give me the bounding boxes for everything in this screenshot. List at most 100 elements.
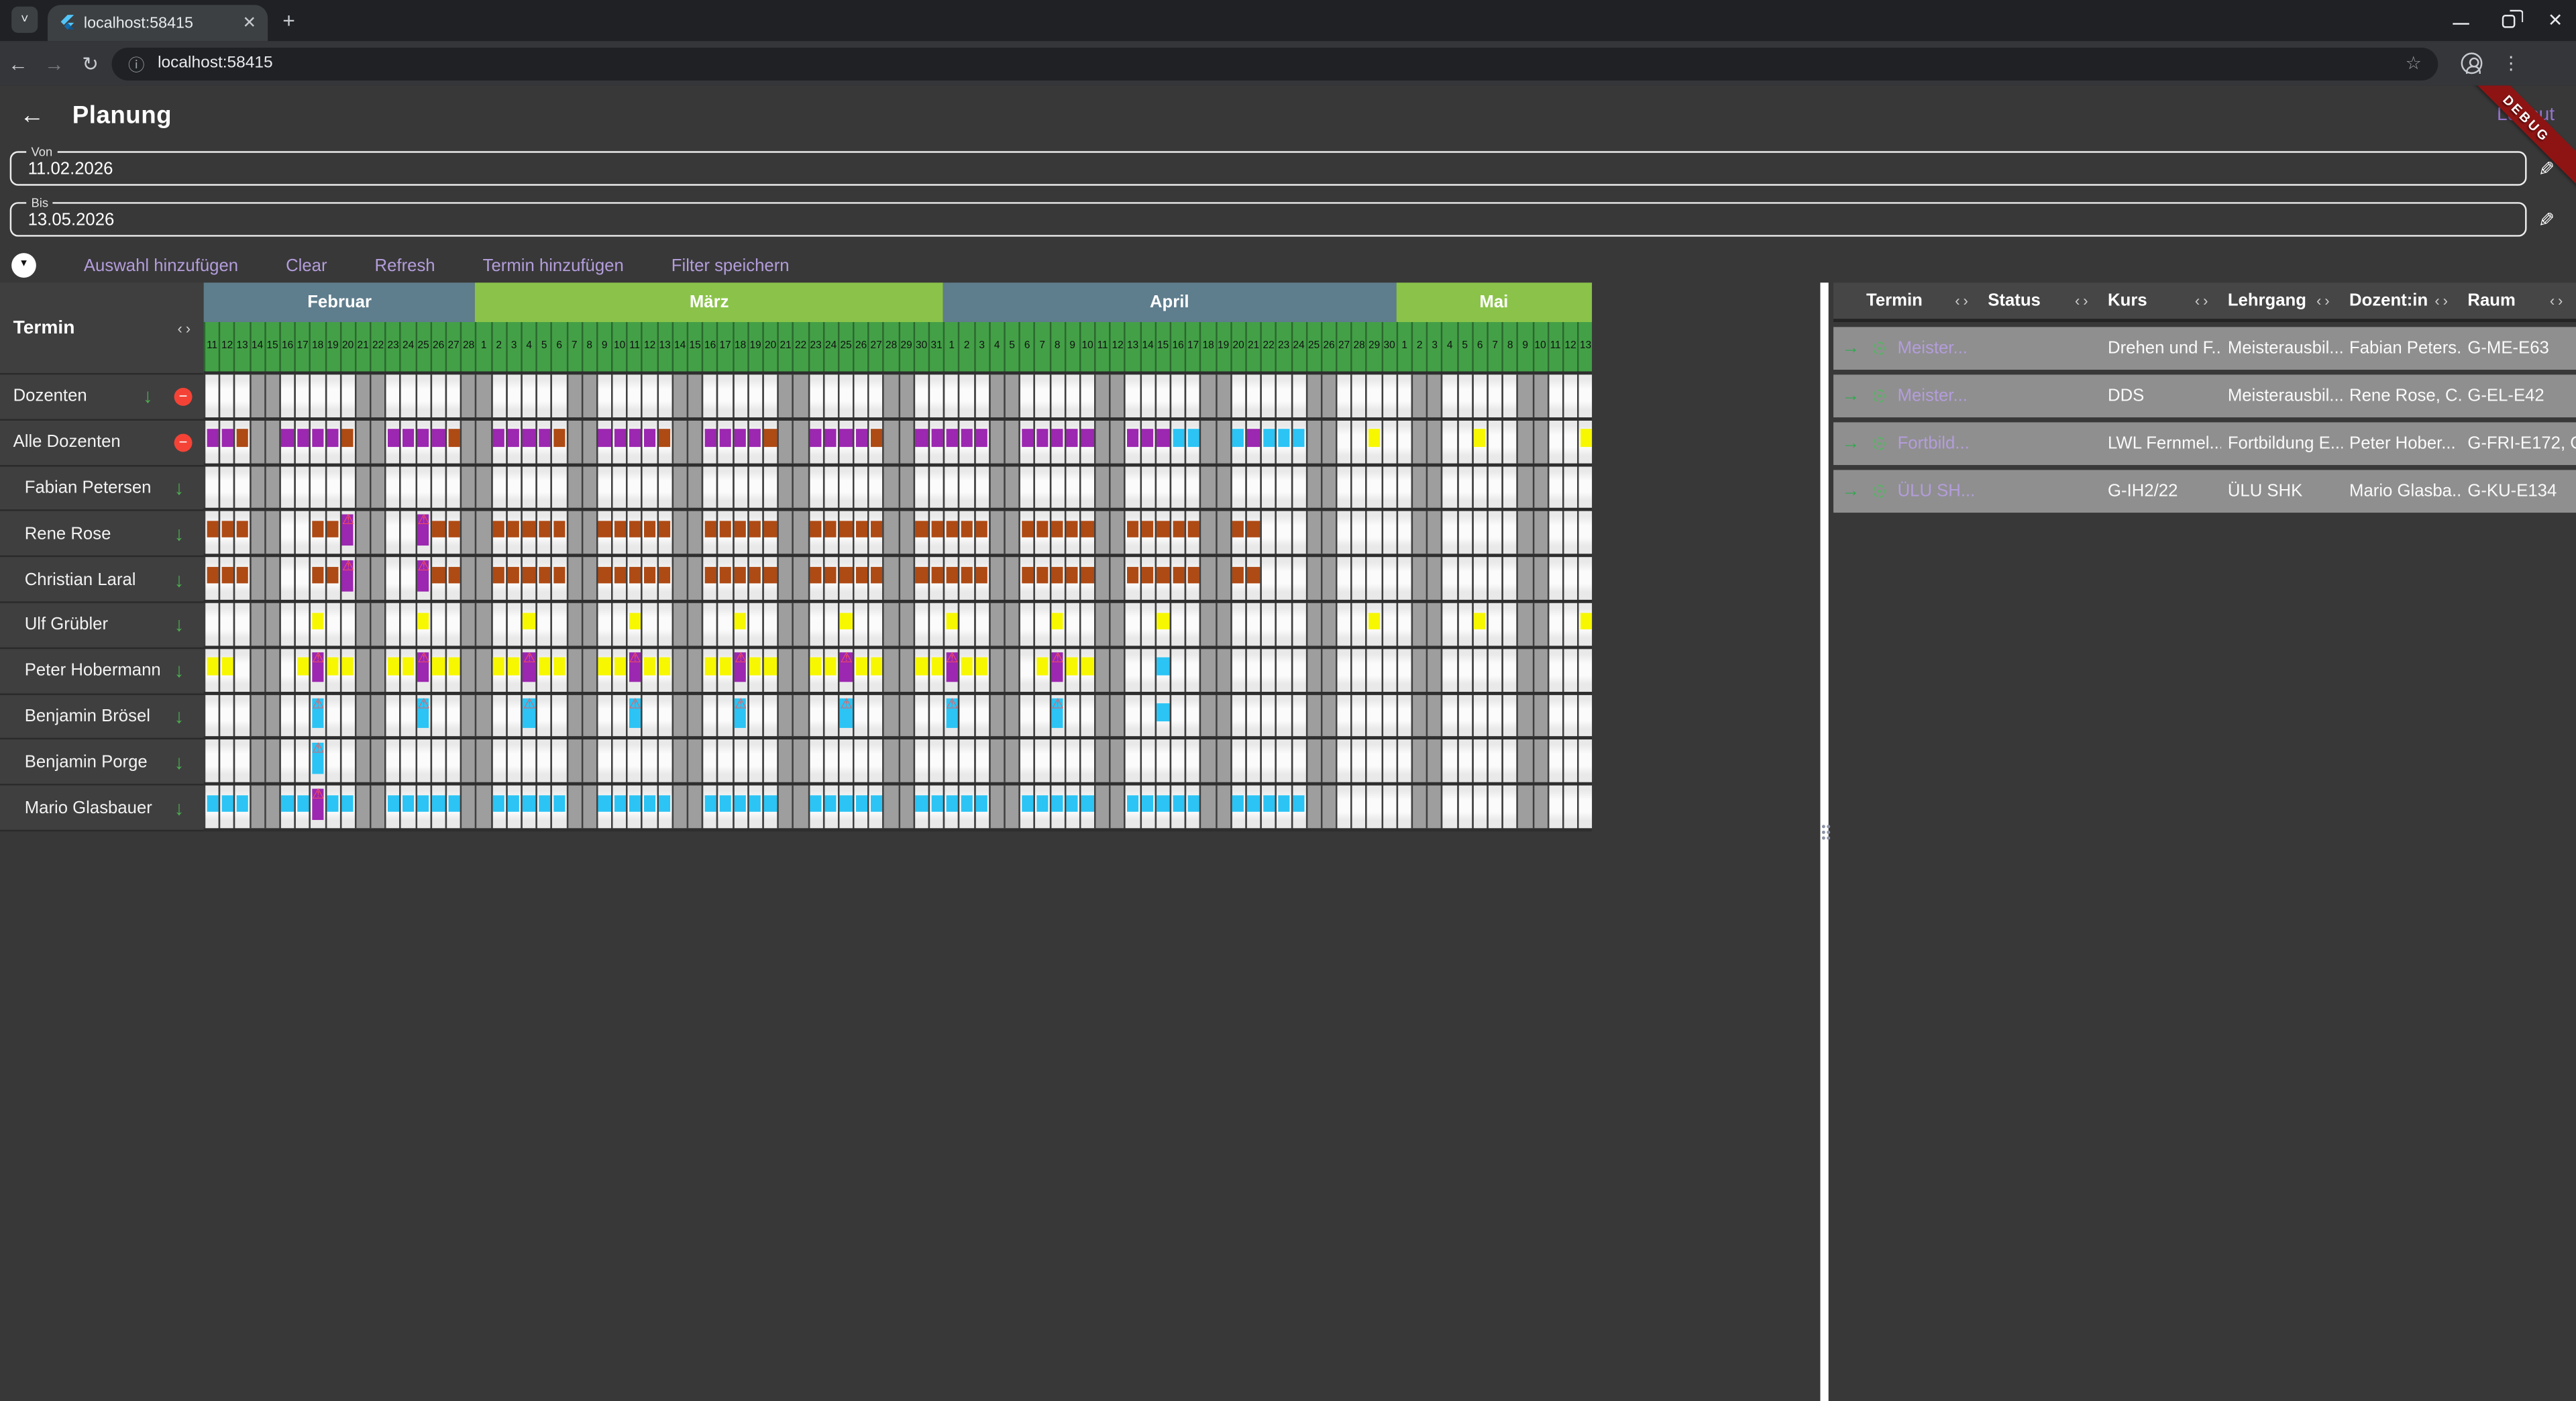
gantt-cell[interactable]: ⚠	[1049, 648, 1065, 691]
gantt-cell[interactable]	[521, 511, 536, 554]
termin-bar-brown[interactable]	[1051, 521, 1063, 538]
scroll-to-row-icon[interactable]: ↓	[174, 796, 184, 819]
termin-bar-purple[interactable]	[1247, 429, 1260, 447]
table-row[interactable]: → Meister... DDS Meisterausbil... Rene Rose,…	[1833, 374, 2576, 418]
gantt-cell[interactable]	[1245, 739, 1260, 783]
gantt-cell[interactable]	[958, 557, 974, 600]
gantt-cell-weekend[interactable]	[883, 420, 898, 463]
termin-bar-purple[interactable]	[1051, 429, 1063, 447]
gantt-cell[interactable]	[867, 466, 883, 509]
resource-row-fabian-petersen[interactable]: Fabian Petersen ↓	[0, 466, 204, 512]
gantt-cell-weekend[interactable]	[672, 374, 687, 417]
termin-bar-brown[interactable]	[538, 521, 550, 538]
gantt-cell-weekend[interactable]	[1305, 694, 1321, 737]
gantt-cell[interactable]	[807, 420, 823, 463]
termin-bar-purple[interactable]	[1081, 429, 1093, 447]
gantt-cell[interactable]	[219, 648, 234, 691]
gantt-cell[interactable]	[1079, 694, 1095, 737]
termin-bar-cyan[interactable]	[1066, 794, 1079, 813]
gantt-cell[interactable]	[1034, 648, 1049, 691]
gantt-cell[interactable]	[1230, 466, 1246, 509]
gantt-cell[interactable]	[1547, 374, 1562, 417]
gantt-cell[interactable]	[203, 466, 219, 509]
gantt-cell[interactable]	[1441, 648, 1457, 691]
gantt-cell-weekend[interactable]	[460, 557, 476, 600]
termin-bar-brown[interactable]	[855, 566, 867, 584]
gantt-cell[interactable]	[1124, 420, 1140, 463]
gantt-cell[interactable]	[415, 374, 431, 417]
gantt-cell[interactable]	[1169, 648, 1185, 691]
gantt-cell[interactable]	[973, 557, 989, 600]
gantt-cell[interactable]	[958, 420, 974, 463]
termin-bar-brown[interactable]	[1232, 566, 1244, 584]
gantt-cell[interactable]	[1501, 466, 1517, 509]
gantt-cell[interactable]	[1336, 603, 1351, 645]
gantt-cell[interactable]	[807, 603, 823, 645]
gantt-cell[interactable]	[1350, 786, 1366, 829]
gantt-cell-weekend[interactable]	[686, 511, 702, 554]
gantt-cell[interactable]	[807, 374, 823, 417]
resource-row-benjamin-porge[interactable]: Benjamin Porge ↓	[0, 739, 204, 786]
gantt-cell[interactable]	[1049, 374, 1065, 417]
gantt-cell[interactable]	[309, 557, 325, 600]
gantt-cell[interactable]	[1018, 694, 1034, 737]
gantt-cell[interactable]	[1260, 511, 1276, 554]
gantt-cell-weekend[interactable]	[1517, 420, 1532, 463]
gantt-cell[interactable]	[626, 511, 642, 554]
gantt-cell-weekend[interactable]	[898, 648, 914, 691]
gantt-cell[interactable]	[1124, 694, 1140, 737]
termin-bar-purple[interactable]	[810, 429, 822, 447]
gantt-cell[interactable]	[641, 603, 657, 645]
gantt-cell[interactable]	[1260, 466, 1276, 509]
gantt-cell[interactable]	[1245, 648, 1260, 691]
gantt-cell[interactable]	[913, 739, 928, 783]
gantt-cell[interactable]	[716, 739, 733, 783]
gantt-cell[interactable]	[233, 557, 250, 600]
gantt-cell[interactable]	[928, 557, 944, 600]
termin-bar-purple[interactable]	[1066, 429, 1079, 447]
gantt-cell[interactable]	[430, 739, 445, 783]
gantt-cell[interactable]	[958, 374, 974, 417]
gantt-cell[interactable]	[505, 603, 521, 645]
gantt-cell-weekend[interactable]	[1109, 739, 1125, 783]
gantt-cell-weekend[interactable]	[354, 557, 370, 600]
gantt-cell[interactable]	[1245, 786, 1260, 829]
termin-bar-yellow[interactable]	[659, 658, 671, 675]
gantt-cell-weekend[interactable]	[566, 420, 582, 463]
gantt-cell-weekend[interactable]	[1305, 374, 1321, 417]
gantt-cell-weekend[interactable]	[686, 603, 702, 645]
gantt-cell[interactable]: ⚠	[309, 786, 325, 829]
tab-search-chevron-icon[interactable]: ˅	[11, 6, 38, 33]
gantt-cell[interactable]	[445, 511, 461, 554]
gantt-cell[interactable]	[535, 420, 551, 463]
gantt-cell[interactable]	[490, 466, 506, 509]
gantt-cell[interactable]	[490, 648, 506, 691]
gantt-cell-weekend[interactable]	[672, 603, 687, 645]
gantt-cell[interactable]	[1064, 786, 1079, 829]
gantt-cell[interactable]	[611, 648, 627, 691]
gantt-cell[interactable]	[1577, 374, 1593, 417]
gantt-cell-weekend[interactable]	[1532, 694, 1548, 737]
gantt-cell[interactable]	[762, 694, 777, 737]
termin-bar-yellow[interactable]	[915, 658, 928, 675]
gantt-cell-weekend[interactable]	[1004, 739, 1019, 783]
termin-bar-cyan[interactable]: ⚠	[734, 694, 747, 729]
gantt-cell-weekend[interactable]	[1426, 374, 1442, 417]
termin-bar-cyan[interactable]	[1172, 429, 1184, 447]
gantt-cell[interactable]	[943, 603, 959, 645]
termin-bar-cyan[interactable]	[1081, 794, 1093, 813]
gantt-cell-weekend[interactable]	[1532, 603, 1548, 645]
gantt-cell[interactable]	[203, 557, 219, 600]
gantt-cell[interactable]	[867, 648, 883, 691]
gantt-cell[interactable]: ⚠	[415, 694, 431, 737]
resource-row-peter-hobermann[interactable]: Peter Hobermann ↓	[0, 648, 204, 694]
gantt-cell[interactable]	[973, 786, 989, 829]
gantt-cell[interactable]	[1290, 739, 1306, 783]
resource-row-alle-dozenten[interactable]: Alle Dozenten −	[0, 420, 204, 466]
gantt-cell[interactable]	[1049, 786, 1065, 829]
gantt-cell-weekend[interactable]	[1215, 648, 1230, 691]
termin-bar-cyan[interactable]	[1277, 794, 1290, 813]
gantt-cell-weekend[interactable]	[1004, 648, 1019, 691]
reload-button[interactable]: ↻	[82, 52, 99, 75]
gantt-cell[interactable]	[943, 511, 959, 554]
